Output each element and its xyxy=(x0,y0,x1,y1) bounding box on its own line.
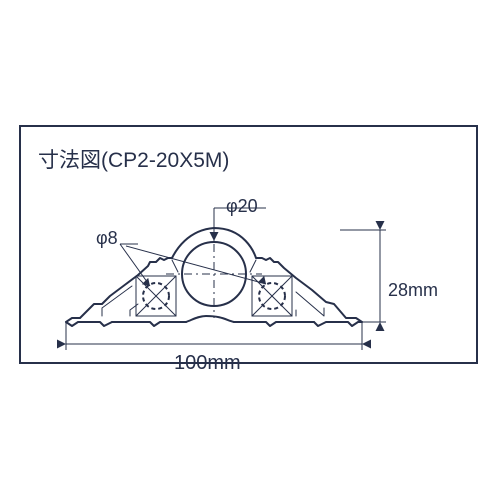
label-100mm: 100mm xyxy=(174,352,241,375)
label-phi8: φ8 xyxy=(96,228,118,249)
diagram-svg xyxy=(0,0,500,500)
page: 寸法図(CP2-20X5M) φ20 φ8 28mm 100mm xyxy=(0,0,500,500)
label-28mm: 28mm xyxy=(388,280,438,301)
drawing-title: 寸法図(CP2-20X5M) xyxy=(38,144,229,174)
label-phi20: φ20 xyxy=(226,196,258,217)
